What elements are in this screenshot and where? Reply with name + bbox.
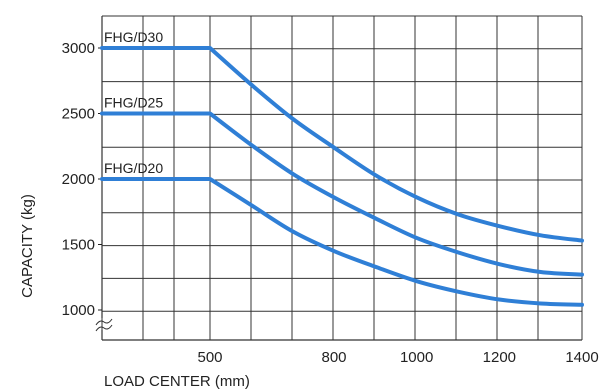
grid — [101, 15, 583, 340]
labels-group: FHG/D30 FHG/D25 FHG/D20 — [104, 29, 163, 176]
series-label: FHG/D30 — [104, 29, 163, 45]
series-label: FHG/D25 — [104, 95, 163, 111]
y-tick-label: 3000 — [62, 40, 95, 57]
series-line-fhg-d25 — [100, 111, 584, 277]
x-tick-label: 500 — [197, 349, 222, 366]
x-tick-label: 800 — [321, 349, 346, 366]
x-tick-label: 1000 — [400, 349, 433, 366]
y-tick-label: 1000 — [62, 302, 95, 319]
x-tick-label: 1200 — [483, 349, 516, 366]
axis-break-mark — [95, 318, 113, 332]
series-line-fhg-d30 — [100, 46, 584, 243]
series-line-fhg-d20 — [100, 177, 584, 307]
axes: 3000 2500 2000 1500 1000 500 800 1000 1200 1400 — [62, 16, 599, 366]
y-tick-label: 2500 — [62, 106, 95, 123]
series-group — [100, 46, 584, 307]
series-label: FHG/D20 — [104, 160, 163, 176]
x-tick-label: 1400 — [565, 349, 598, 366]
x-axis-title: LOAD CENTER (mm) — [104, 373, 250, 390]
y-tick-label: 1500 — [62, 237, 95, 254]
y-tick-label: 2000 — [62, 171, 95, 188]
y-axis-title: CAPACITY (kg) — [19, 194, 36, 298]
